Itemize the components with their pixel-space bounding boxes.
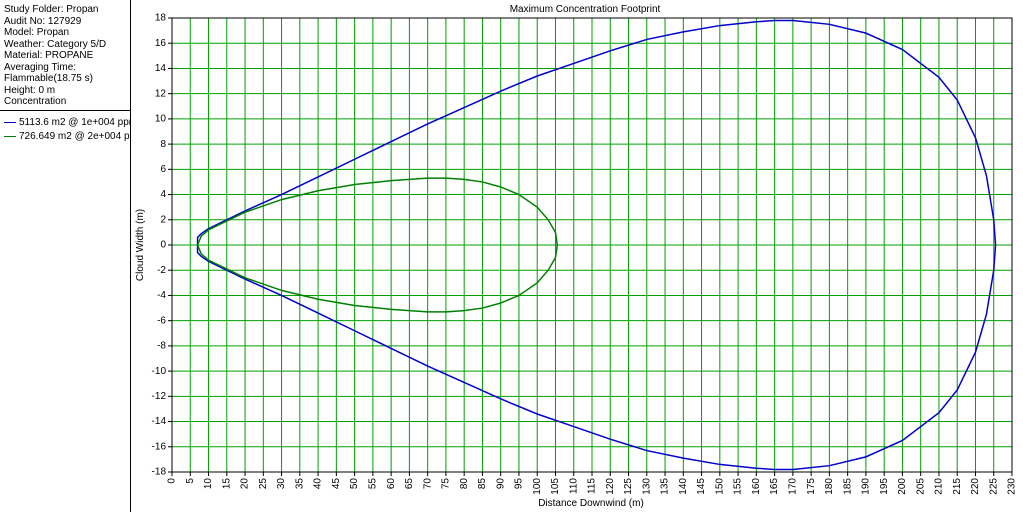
chart-title: Maximum Concentration Footprint <box>510 4 661 15</box>
x-tick-label: 195 <box>879 478 890 495</box>
y-tick-label: 12 <box>155 88 167 99</box>
info-line: Height: 0 m <box>4 84 56 96</box>
x-tick-label: 190 <box>861 478 872 495</box>
x-tick-label: 85 <box>477 478 488 490</box>
x-tick-label: 225 <box>988 478 999 495</box>
legend-swatch <box>4 135 16 137</box>
x-tick-label: 170 <box>788 478 799 495</box>
legend-swatch <box>4 121 16 123</box>
x-tick-label: 130 <box>641 478 652 495</box>
x-tick-label: 220 <box>970 478 981 495</box>
x-tick-label: 125 <box>623 478 634 495</box>
y-tick-label: -2 <box>157 265 166 276</box>
x-tick-label: 155 <box>733 478 744 495</box>
info-box: Study Folder: Propan Audit No: 127929 Mode… <box>0 0 130 111</box>
legend-label: 5113.6 m2 @ 1e+004 ppm <box>19 117 130 128</box>
x-tick-label: 210 <box>934 478 945 495</box>
y-tick-label: -12 <box>152 391 167 402</box>
x-tick-label: 55 <box>368 478 379 490</box>
x-tick-label: 110 <box>568 478 579 494</box>
legend-entry: 726.649 m2 @ 2e+004 ppm <box>0 131 130 145</box>
plot-frame <box>171 17 1013 473</box>
x-tick-label: 165 <box>769 478 780 495</box>
info-line: Model: Propan <box>4 27 70 38</box>
x-axis-label: Distance Downwind (m) <box>538 498 644 509</box>
chart: Maximum Concentration Footprint Distance… <box>135 4 1018 509</box>
x-tick-label: 105 <box>550 478 561 495</box>
y-tick-label: 8 <box>160 139 166 150</box>
x-tick-label: 5 <box>185 478 196 484</box>
y-tick-label: 18 <box>155 13 167 24</box>
x-tick-label: 60 <box>386 478 397 490</box>
x-tick-label: 50 <box>349 478 360 490</box>
info-line: Material: PROPANE <box>4 50 94 61</box>
x-tick-label: 140 <box>678 478 689 495</box>
info-line: Audit No: 127929 <box>4 15 82 27</box>
y-tick-label: 6 <box>160 164 166 175</box>
x-tick-label: 175 <box>806 478 817 495</box>
y-tick-label: -8 <box>157 341 166 352</box>
y-tick-label: 2 <box>160 214 166 225</box>
x-tick-label: 150 <box>714 478 725 495</box>
y-axis-label: Cloud Width (m) <box>135 209 146 281</box>
info-line: Weather: Category 5/D <box>4 38 107 50</box>
x-tick-label: 30 <box>276 478 287 490</box>
info-line: Averaging Time: <box>4 61 77 73</box>
x-tick-label: 145 <box>696 478 707 495</box>
x-tick-label: 10 <box>203 478 214 490</box>
info-line: Concentration <box>4 96 67 107</box>
x-tick-label: 100 <box>532 478 543 495</box>
x-tick-label: 80 <box>459 478 470 490</box>
x-tick-label: 75 <box>441 478 452 490</box>
y-tick-label: -14 <box>152 416 167 427</box>
x-tick-label: 65 <box>404 478 415 490</box>
y-tick-label: 4 <box>160 189 166 200</box>
x-tick-label: 20 <box>240 478 251 490</box>
x-tick-label: 35 <box>294 478 305 490</box>
x-tick-label: 120 <box>605 478 616 495</box>
y-tick-label: 14 <box>155 63 167 74</box>
y-tick-label: 0 <box>160 240 166 251</box>
y-tick-label: -16 <box>152 441 167 452</box>
y-tick-label: 16 <box>155 38 167 49</box>
x-tick-label: 115 <box>587 478 598 494</box>
x-tick-label: 180 <box>824 478 835 495</box>
legend-entry: 5113.6 m2 @ 1e+004 ppm <box>0 117 130 131</box>
y-tick-label: -6 <box>157 315 166 326</box>
x-tick-label: 200 <box>897 478 908 495</box>
footprint-line <box>196 19 997 471</box>
side-panel: Study Folder: Propan Audit No: 127929 Mode… <box>0 0 131 512</box>
y-tick-label: -4 <box>157 290 166 301</box>
y-tick-label: 10 <box>155 114 167 125</box>
x-tick-label: 160 <box>751 478 762 495</box>
legend: 5113.6 m2 @ 1e+004 ppm 726.649 m2 @ 2e+00… <box>0 111 130 145</box>
x-tick-label: 40 <box>313 478 324 490</box>
x-tick-label: 230 <box>1007 478 1018 495</box>
x-tick-label: 45 <box>331 478 342 490</box>
footprint-line <box>196 177 559 313</box>
info-line: Flammable(18.75 s) <box>4 73 93 84</box>
x-tick-label: 25 <box>258 478 269 490</box>
x-tick-label: 70 <box>422 478 433 490</box>
x-tick-label: 135 <box>660 478 671 495</box>
x-tick-label: 215 <box>952 478 963 495</box>
x-tick-label: 95 <box>514 478 525 490</box>
x-tick-label: 205 <box>915 478 926 495</box>
x-tick-label: 90 <box>495 478 506 490</box>
y-tick-label: -18 <box>152 467 167 478</box>
x-tick-label: 15 <box>221 478 232 490</box>
info-line: Study Folder: Propan <box>4 4 99 15</box>
x-tick-label: 0 <box>167 478 178 484</box>
y-tick-label: -10 <box>152 366 167 377</box>
x-tick-label: 185 <box>842 478 853 495</box>
legend-label: 726.649 m2 @ 2e+004 ppm <box>19 131 130 142</box>
